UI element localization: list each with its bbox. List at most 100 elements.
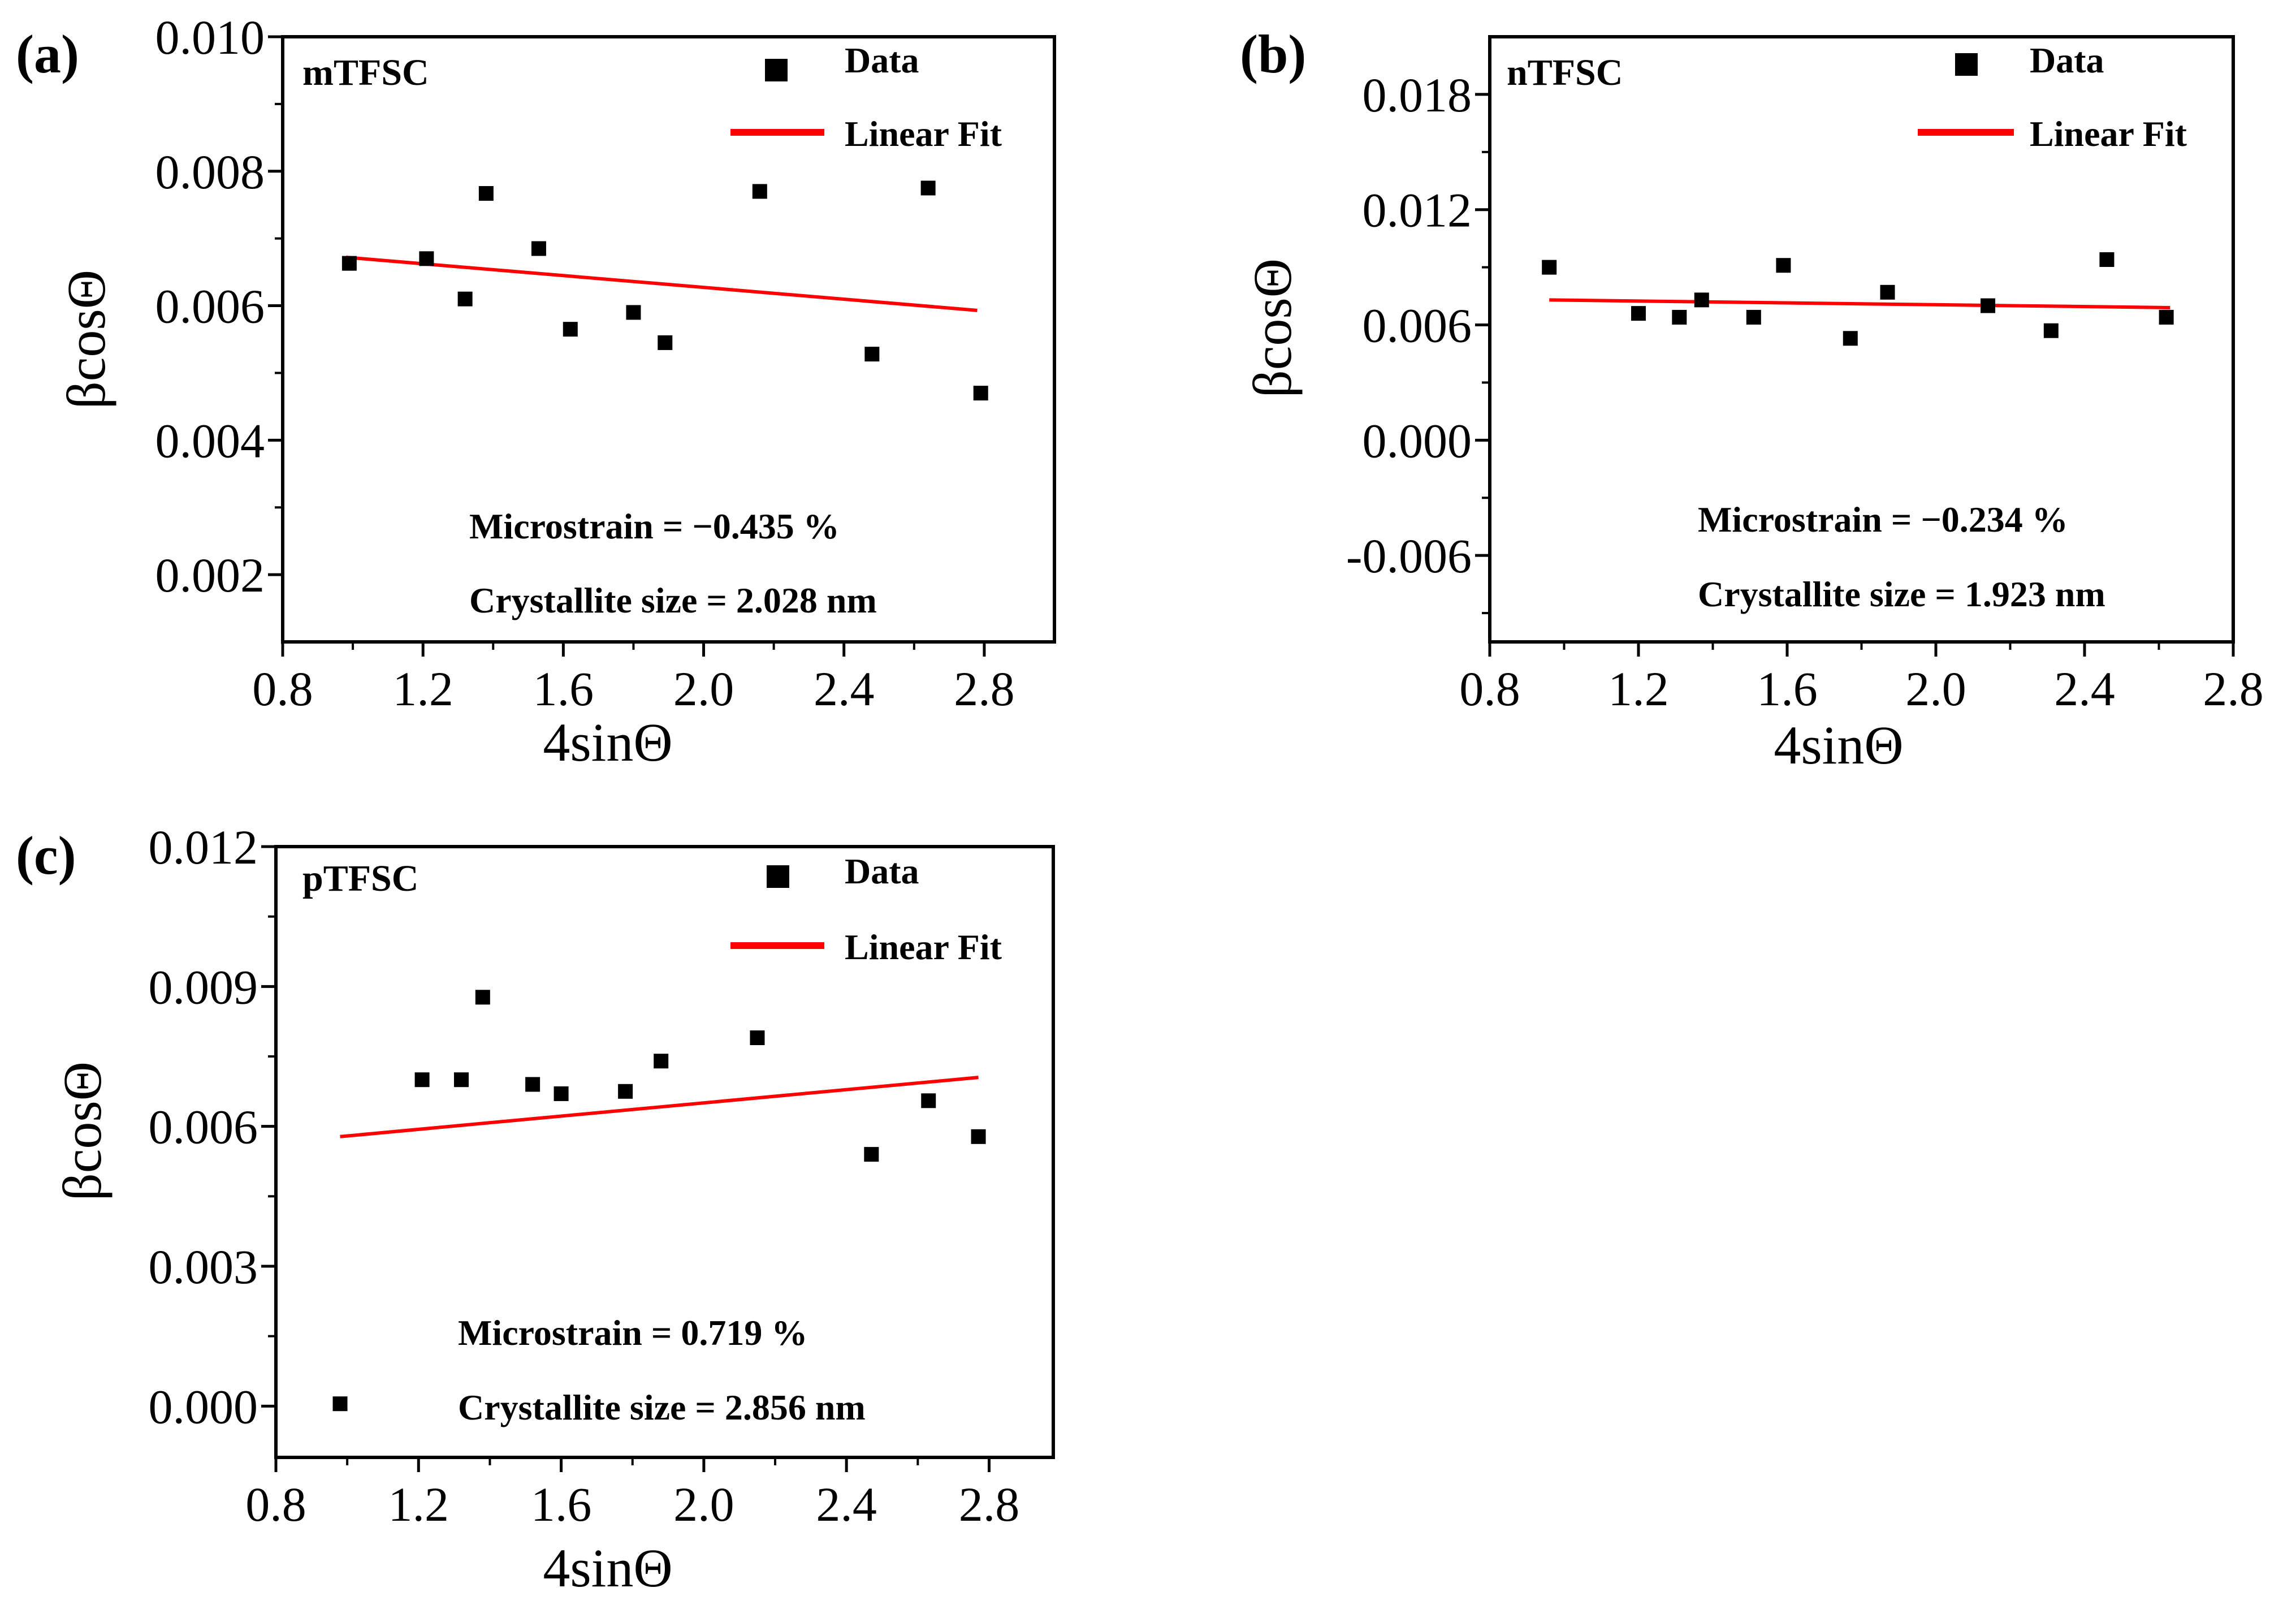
legend-data-label: Data: [845, 851, 919, 891]
legend: Data Linear Fit: [730, 851, 1002, 967]
data-point: [1746, 309, 1761, 325]
x-tick-label: 0.8: [252, 662, 313, 716]
y-tick-label: 0.006: [1363, 299, 1472, 353]
y-tick-label: 0.002: [155, 548, 265, 602]
data-point: [457, 291, 473, 307]
x-tick-label: 1.6: [531, 1477, 592, 1531]
x-tick-label: 1.2: [392, 662, 453, 716]
y-tick-label: -0.006: [1346, 529, 1472, 583]
x-axis-title: 4sinΘ: [1774, 715, 1903, 775]
data-point: [475, 990, 490, 1005]
y-tick-label: 0.003: [149, 1240, 258, 1294]
legend-data-marker: [767, 865, 789, 888]
x-tick-label: 2.0: [673, 662, 734, 716]
x-tick-label: 0.8: [245, 1477, 306, 1531]
plot-frame: [1488, 35, 2235, 644]
x-tick-label: 2.4: [814, 662, 875, 716]
y-tick-label: 0.008: [155, 145, 265, 199]
x-axis-title: 4sinΘ: [543, 1538, 672, 1598]
legend-data-label: Data: [845, 40, 919, 80]
sample-label: pTFSC: [302, 858, 418, 899]
data-point: [563, 322, 578, 337]
data-point: [1981, 298, 1996, 313]
data-point: [1694, 292, 1709, 308]
crystallite-size-annotation: Crystallite size = 2.028 nm: [469, 580, 877, 620]
data-point: [1880, 284, 1895, 300]
fit-line-layer: [340, 1076, 979, 1138]
panel-label: (b): [1240, 24, 1306, 84]
data-point: [864, 1147, 879, 1162]
data-point: [525, 1077, 541, 1092]
y-tick-label: 0.012: [149, 820, 258, 874]
data-point: [419, 251, 434, 266]
data-points-layer: [332, 990, 986, 1412]
data-point: [1542, 260, 1557, 275]
data-point: [626, 305, 641, 320]
y-tick-label: 0.000: [149, 1379, 258, 1434]
legend-data-marker: [765, 59, 788, 81]
crystallite-size-annotation: Crystallite size = 2.856 nm: [458, 1387, 866, 1427]
x-tick-label: 2.8: [954, 662, 1015, 716]
data-point: [864, 347, 880, 362]
linear-fit-line: [345, 255, 978, 312]
x-tick-label: 2.0: [673, 1477, 734, 1531]
y-tick-label: 0.018: [1363, 68, 1472, 122]
plot-frame: [274, 845, 1055, 1459]
x-tick-label: 1.6: [1757, 662, 1818, 716]
data-point: [921, 1093, 936, 1108]
fit-line-layer: [345, 255, 978, 312]
y-axis-title: βcosΘ: [52, 1062, 113, 1201]
y-tick-label: 0.004: [155, 413, 265, 468]
x-tick-label: 2.8: [2203, 662, 2264, 716]
data-point: [750, 1030, 765, 1046]
linear-fit-line: [340, 1076, 979, 1138]
y-axis-title: βcosΘ: [1242, 258, 1303, 398]
y-tick-label: 0.009: [149, 960, 258, 1014]
data-point: [618, 1084, 633, 1099]
data-point: [1672, 309, 1687, 325]
linear-fit-line: [1549, 298, 2170, 309]
x-tick-label: 2.4: [2054, 662, 2115, 716]
legend: Data Linear Fit: [1918, 40, 2187, 154]
data-points-layer: [341, 180, 988, 401]
data-point: [658, 335, 673, 350]
data-point: [2043, 323, 2059, 338]
data-point: [752, 184, 767, 199]
axis-ticks: 0.8 1.2 1.6 2.0 2.4 2.8 0.000 0.003 0.006 0.009 0.…: [149, 820, 1020, 1531]
data-point: [478, 186, 494, 201]
x-tick-label: 1.2: [388, 1477, 449, 1531]
data-point: [973, 386, 988, 401]
x-tick-label: 2.0: [1905, 662, 1966, 716]
y-tick-label: 0.012: [1363, 183, 1472, 238]
data-point: [654, 1054, 669, 1069]
x-tick-label: 1.6: [533, 662, 594, 716]
y-axis-title: βcosΘ: [56, 270, 116, 409]
data-point: [332, 1396, 348, 1412]
legend-fit-label: Linear Fit: [845, 114, 1002, 154]
panel-c: (c) 0.8 1.2 1.6 2.0 2.4 2.8 0.000 0.003 0.006 0.0…: [16, 820, 1055, 1598]
axis-ticks: 0.8 1.2 1.6 2.0 2.4 2.8 0.002 0.004 0.006 0.008 0.…: [155, 10, 1015, 716]
legend-fit-label: Linear Fit: [2030, 114, 2187, 154]
axis-ticks: 0.8 1.2 1.6 2.0 2.4 2.8 -0.006 0.000 0.006 0.012 0…: [1346, 68, 2264, 716]
x-tick-label: 0.8: [1459, 662, 1520, 716]
y-tick-label: 0.006: [155, 279, 265, 334]
crystallite-size-annotation: Crystallite size = 1.923 nm: [1698, 574, 2105, 614]
legend-fit-label: Linear Fit: [845, 927, 1002, 967]
panel-label: (a): [16, 24, 79, 84]
y-tick-label: 0.010: [155, 10, 265, 64]
x-tick-label: 2.4: [816, 1477, 877, 1531]
sample-label: mTFSC: [302, 52, 429, 93]
panel-a: (a) 0.8 1.2 1.6 2.0 2.4 2.8 0.002 0.004 0.006 0.0…: [16, 10, 1056, 773]
x-tick-label: 1.2: [1608, 662, 1669, 716]
data-point: [453, 1072, 469, 1088]
data-point: [341, 256, 357, 271]
microstrain-annotation: Microstrain = −0.234 %: [1698, 499, 2068, 540]
y-tick-label: 0.006: [149, 1100, 258, 1154]
panel-label: (c): [16, 825, 76, 886]
data-point: [414, 1072, 430, 1088]
data-point: [2159, 309, 2174, 325]
data-point: [1776, 258, 1791, 273]
panel-b: (b) 0.8 1.2 1.6 2.0 2.4 2.8-0.0060.0000.0060.…: [1240, 24, 2264, 775]
data-point: [920, 180, 936, 196]
